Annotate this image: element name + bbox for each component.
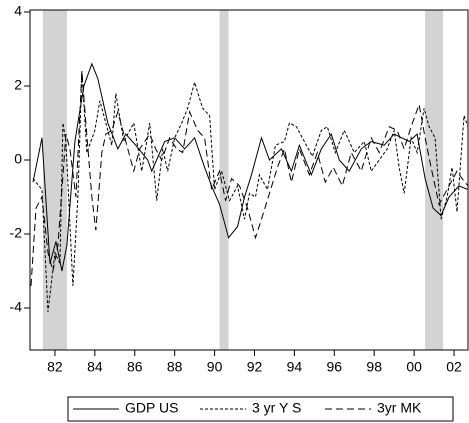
plot-frame: [29, 9, 469, 351]
legend-label: GDP US: [125, 400, 178, 416]
x-tick-label: 94: [287, 359, 303, 375]
x-tick-label: 96: [327, 359, 343, 375]
y-tick-label: 4: [14, 3, 22, 19]
series-line: [32, 62, 469, 272]
y-tick-label: -2: [10, 225, 23, 241]
x-tick-label: 00: [406, 359, 422, 375]
x-tick-label: 90: [207, 359, 223, 375]
x-tick-label: 84: [87, 359, 103, 375]
shaded-period: [425, 10, 444, 350]
legend-label: 3yr MK: [377, 400, 422, 416]
y-tick-label: 0: [14, 151, 22, 167]
legend-box: [67, 396, 454, 422]
x-tick-label: 92: [247, 359, 263, 375]
series-line: [32, 71, 469, 312]
y-tick-label: -4: [10, 299, 23, 315]
legend-label: 3 yr Y S: [252, 400, 301, 416]
x-tick-label: 98: [366, 359, 382, 375]
x-tick-label: 86: [127, 359, 143, 375]
x-tick-label: 88: [167, 359, 183, 375]
shaded-period: [219, 10, 229, 350]
series-line: [30, 71, 469, 286]
x-tick-label: 82: [47, 359, 63, 375]
y-tick-label: 2: [14, 77, 22, 93]
x-tick-label: 02: [446, 359, 462, 375]
shaded-period: [42, 10, 67, 350]
